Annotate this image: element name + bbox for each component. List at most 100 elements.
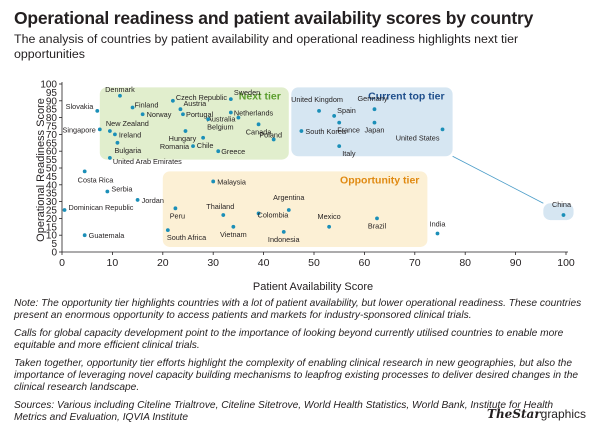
point-dominican-republic bbox=[62, 208, 67, 212]
point-slovakia bbox=[95, 108, 100, 113]
point-label-norway: Norway bbox=[147, 110, 172, 119]
y-tick-label: 60 bbox=[46, 147, 58, 158]
point-label-united-kingdom: United Kingdom bbox=[291, 95, 343, 104]
opportunity-tier-region bbox=[162, 171, 428, 247]
point-mexico bbox=[327, 224, 332, 229]
point-romania bbox=[191, 144, 195, 149]
point-label-romania: Romania bbox=[160, 142, 190, 151]
point-denmark bbox=[118, 93, 122, 98]
point-germany bbox=[372, 107, 377, 112]
point-label-portugal: Portugal bbox=[186, 110, 214, 119]
point-label-czech-republic: Czech Republic bbox=[176, 93, 227, 102]
chart-title: Operational readiness and patient availa… bbox=[14, 8, 534, 28]
y-tick-label: 35 bbox=[46, 189, 58, 200]
point-label-greece: Greece bbox=[221, 147, 245, 156]
chart-subtitle: The analysis of countries by patient ava… bbox=[14, 32, 519, 61]
point-china bbox=[561, 213, 566, 217]
point-singapore bbox=[97, 127, 102, 132]
point-label-bulgaria: Bulgaria bbox=[114, 146, 142, 155]
point-label-mexico: Mexico bbox=[318, 212, 341, 221]
point-label-jordan: Jordan bbox=[142, 196, 164, 205]
point-malaysia bbox=[211, 179, 216, 184]
y-tick-label: 20 bbox=[46, 214, 58, 225]
x-tick-label: 20 bbox=[157, 257, 169, 269]
point-label-argentina: Argentina bbox=[273, 193, 305, 202]
point-label-germany: Germany bbox=[357, 94, 387, 103]
point-label-slovakia: Slovakia bbox=[66, 102, 95, 111]
point-label-united-states: United States bbox=[396, 133, 440, 142]
point-label-france: France bbox=[337, 126, 360, 135]
point-label-belgium: Belgium bbox=[207, 122, 233, 131]
point-ireland bbox=[113, 132, 117, 137]
x-tick-label: 10 bbox=[107, 257, 119, 269]
point-label-poland: Poland bbox=[259, 130, 282, 139]
tier-regions: Next tier Current top tier Opportunity tie… bbox=[99, 87, 574, 247]
point-label-austria: Austria bbox=[183, 99, 207, 108]
point-label-dominican-republic: Dominican Republic bbox=[69, 203, 134, 212]
point-czech-republic bbox=[170, 98, 175, 103]
point-label-ireland: Ireland bbox=[119, 130, 141, 139]
point-indonesia bbox=[281, 229, 286, 234]
point-chile bbox=[201, 135, 206, 140]
y-tick-label: 25 bbox=[46, 206, 58, 217]
point-label-south-korea: South Korea bbox=[305, 127, 347, 136]
brand-star: Star bbox=[512, 407, 541, 421]
point-peru bbox=[173, 206, 178, 211]
point-label-italy: Italy bbox=[342, 149, 356, 158]
brand-the: The bbox=[487, 407, 513, 421]
point-finland bbox=[130, 105, 135, 110]
point-label-colombia: Colombia bbox=[258, 210, 290, 219]
current-top-tier-label: Current top tier bbox=[368, 90, 444, 102]
point-label-japan: Japan bbox=[365, 126, 385, 135]
point-united-states bbox=[440, 127, 445, 132]
point-label-peru: Peru bbox=[170, 211, 185, 220]
axes: 0 10 20 30 40 50 60 70 80 90 100051015202530354045… bbox=[40, 80, 575, 270]
point-poland bbox=[271, 137, 276, 142]
current-top-tier-region bbox=[291, 87, 453, 157]
point-label-singapore: Singapore bbox=[63, 125, 96, 134]
x-tick-label: 50 bbox=[308, 257, 320, 269]
y-tick-label: 5 bbox=[51, 239, 57, 250]
y-tick-label: 100 bbox=[40, 80, 57, 91]
point-costa-rica bbox=[82, 169, 87, 174]
point-label-india: India bbox=[430, 220, 447, 229]
opportunity-tier-label: Opportunity tier bbox=[340, 174, 419, 186]
point-italy bbox=[337, 144, 342, 149]
x-tick-label: 0 bbox=[59, 257, 65, 269]
point-jordan bbox=[135, 198, 140, 202]
point-france bbox=[337, 120, 342, 125]
point-spain bbox=[332, 114, 337, 118]
point-label-south-africa: South Africa bbox=[167, 233, 207, 242]
point-united-arab-emirates bbox=[107, 156, 112, 160]
x-tick-label: 80 bbox=[459, 257, 471, 269]
point-label-indonesia: Indonesia bbox=[268, 235, 301, 244]
point-label-hungary: Hungary bbox=[169, 134, 197, 143]
y-tick-label: 15 bbox=[46, 222, 58, 233]
y-tick-label: 45 bbox=[46, 172, 58, 183]
point-brazil bbox=[375, 216, 379, 221]
point-label-australia: Australia bbox=[207, 115, 236, 124]
point-canada bbox=[256, 122, 261, 127]
point-vietnam bbox=[231, 224, 236, 229]
y-tick-label: 0 bbox=[51, 248, 57, 259]
point-label-spain: Spain bbox=[337, 106, 356, 115]
point-label-finland: Finland bbox=[135, 101, 159, 110]
x-tick-label: 30 bbox=[207, 257, 219, 269]
point-label-canada: Canada bbox=[246, 127, 273, 136]
point-label-vietnam: Vietnam bbox=[220, 230, 247, 239]
note-paragraph: Calls for global capacity development po… bbox=[14, 327, 564, 352]
point-norway bbox=[140, 112, 145, 117]
point-austria bbox=[178, 107, 183, 112]
point-label-costa-rica: Costa Rica bbox=[78, 175, 115, 184]
china-callout-line bbox=[452, 155, 544, 204]
y-tick-label: 65 bbox=[46, 138, 58, 149]
point-label-guatemala: Guatemala bbox=[89, 231, 126, 240]
point-label-brazil: Brazil bbox=[368, 221, 387, 230]
point-south-africa bbox=[165, 228, 170, 233]
x-tick-label: 40 bbox=[258, 257, 270, 269]
y-tick-label: 40 bbox=[46, 180, 58, 191]
x-tick-label: 90 bbox=[510, 257, 522, 269]
brand-logo: TheStargraphics bbox=[487, 407, 586, 421]
x-tick-label: 70 bbox=[409, 257, 421, 269]
point-guatemala bbox=[82, 233, 87, 238]
